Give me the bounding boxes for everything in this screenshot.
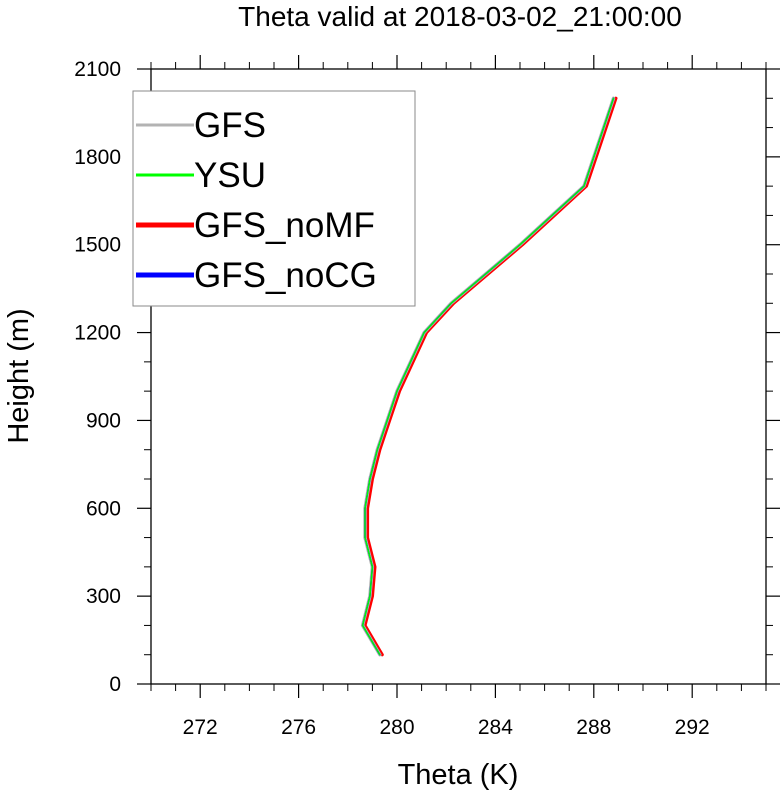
legend-label: YSU xyxy=(194,156,266,195)
x-tick-label: 288 xyxy=(576,716,611,739)
y-tick-label: 1200 xyxy=(74,322,121,345)
x-tick-label: 292 xyxy=(675,716,710,739)
y-tick-label: 0 xyxy=(109,673,121,696)
x-axis-title: Theta (K) xyxy=(398,759,519,791)
legend-label: GFS_noMF xyxy=(194,206,375,245)
y-tick-label: 1500 xyxy=(74,234,121,257)
y-tick-label: 300 xyxy=(86,585,121,608)
x-tick-label: 276 xyxy=(281,716,316,739)
y-axis-title: Height (m) xyxy=(3,308,35,443)
legend-label: GFS xyxy=(194,106,266,145)
y-tick-label: 1800 xyxy=(74,146,121,169)
y-tick-label: 600 xyxy=(86,497,121,520)
series-line-ysu xyxy=(361,97,615,656)
series-layer xyxy=(360,96,618,657)
y-tick-label: 900 xyxy=(86,409,121,432)
x-tick-label: 280 xyxy=(379,716,414,739)
x-tick-label: 284 xyxy=(478,716,513,739)
legend-label: GFS_noCG xyxy=(194,256,377,295)
axes: 272 276 280 284 288 292 0 300 600 900 1200 1500 1800… xyxy=(74,55,780,739)
x-tick-label: 272 xyxy=(183,716,218,739)
legend: GFS YSU GFS_noMF GFS_noCG xyxy=(132,90,416,307)
plot-frame xyxy=(150,68,767,685)
y-tick-label: 2100 xyxy=(74,58,121,81)
legend-box xyxy=(132,90,416,307)
chart-title: Theta valid at 2018-03-02_21:00:00 xyxy=(238,1,682,32)
